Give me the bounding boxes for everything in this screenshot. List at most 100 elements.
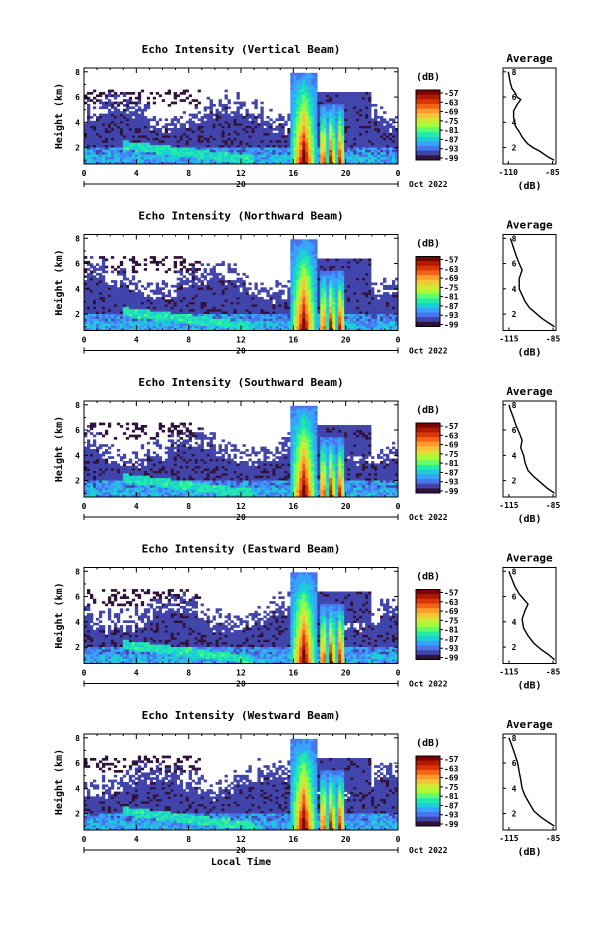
heatmap-cell (185, 313, 189, 317)
heatmap-cell (188, 272, 192, 276)
heatmap-cell (131, 101, 136, 105)
heatmap-cell (353, 265, 357, 269)
heatmap-cell (320, 130, 324, 134)
heatmap-cell (293, 313, 297, 317)
heatmap-cell (215, 161, 219, 165)
heatmap-cell (320, 140, 324, 143)
heatmap-cell (218, 159, 222, 162)
heatmap-cell (206, 125, 210, 129)
heatmap-cell (227, 147, 231, 150)
heatmap-cell (320, 149, 324, 153)
heatmap-cell (98, 116, 103, 119)
heatmap-cell (332, 325, 336, 329)
heatmap-cell (299, 311, 303, 314)
heatmap-cell (326, 120, 330, 124)
heatmap-cell (128, 325, 133, 329)
heatmap-cell (206, 159, 210, 162)
average-x-tick-label: -85 (545, 168, 560, 177)
heatmap-cell (179, 263, 183, 266)
heatmap-cell (203, 284, 207, 288)
heatmap-cell (305, 120, 309, 124)
heatmap-cell (317, 132, 321, 136)
heatmap-cell (305, 89, 309, 93)
heatmap-cell (332, 130, 336, 134)
heatmap-cell (278, 308, 282, 312)
heatmap-cell (104, 282, 109, 286)
heatmap-cell (84, 96, 88, 100)
heatmap-cell (308, 101, 312, 105)
heatmap-cell (254, 118, 258, 122)
heatmap-cell (341, 123, 345, 126)
heatmap-cell (266, 128, 270, 131)
heatmap-cell (206, 161, 210, 165)
heatmap-cell (323, 159, 327, 162)
heatmap-cell (302, 299, 306, 302)
heatmap-cell (134, 120, 139, 124)
heatmap-cell (308, 123, 312, 126)
heatmap-cell (191, 282, 195, 286)
heatmap-cell (233, 328, 237, 331)
heatmap-cell (323, 304, 327, 307)
heatmap-cell (338, 140, 342, 143)
heatmap-cell (131, 125, 136, 129)
heatmap-cell (311, 159, 315, 162)
heatmap-cell (218, 306, 222, 310)
heatmap-cell (317, 123, 321, 126)
heatmap-cell (128, 125, 133, 129)
panel-1: Echo Intensity (Northward Beam)2468Heigh… (53, 210, 560, 359)
heatmap-cell (302, 253, 306, 257)
heatmap-cell (149, 325, 154, 329)
heatmap-cell (326, 149, 330, 153)
heatmap-cell (206, 120, 210, 124)
heatmap-cell (107, 161, 112, 165)
heatmap-cell (134, 101, 139, 105)
heatmap-cell (209, 294, 213, 298)
heatmap-cell (215, 280, 219, 283)
heatmap-cell (95, 325, 100, 329)
heatmap-cell (278, 320, 282, 324)
heatmap-cell (260, 128, 264, 131)
heatmap-cell (179, 301, 183, 305)
heatmap-cell (395, 161, 399, 165)
heatmap-cell (338, 284, 342, 288)
heatmap-cell (305, 248, 309, 252)
heatmap-cell (341, 316, 345, 319)
heatmap-cell (221, 282, 225, 286)
heatmap-cell (98, 316, 103, 319)
heatmap-cell (323, 328, 327, 331)
heatmap-cell (152, 258, 157, 262)
heatmap-cell (185, 320, 189, 324)
heatmap-cell (170, 118, 175, 122)
heatmap-cell (281, 318, 285, 322)
heatmap-cell (200, 308, 204, 312)
heatmap-cell (137, 94, 142, 98)
heatmap-cell (335, 140, 339, 143)
heatmap-cell (326, 292, 330, 295)
heatmap-cell (332, 304, 336, 307)
heatmap-cell (236, 159, 240, 162)
heatmap-cell (84, 280, 88, 283)
heatmap-cell (359, 132, 363, 136)
heatmap-cell (191, 323, 195, 326)
heatmap-cell (143, 149, 148, 153)
heatmap-cell (314, 144, 318, 148)
heatmap-cell (329, 128, 333, 131)
heatmap-cell (89, 142, 94, 146)
heatmap-cell (149, 140, 154, 143)
heatmap-cell (245, 159, 249, 162)
heatmap-cell (329, 106, 333, 110)
heatmap-cell (245, 156, 249, 160)
heatmap-cell (314, 248, 318, 252)
heatmap-cell (173, 152, 177, 155)
heatmap-cell (254, 125, 258, 129)
heatmap-cell (278, 306, 282, 310)
heatmap-cell (332, 308, 336, 312)
heatmap-cell (236, 318, 240, 322)
heatmap-cell (365, 147, 369, 150)
heatmap-cell (134, 263, 139, 266)
heatmap-cell (281, 118, 285, 122)
heatmap-cell (134, 313, 139, 317)
heatmap-cell (188, 313, 192, 317)
heatmap-cell (263, 144, 267, 148)
heatmap-cell (143, 116, 148, 119)
